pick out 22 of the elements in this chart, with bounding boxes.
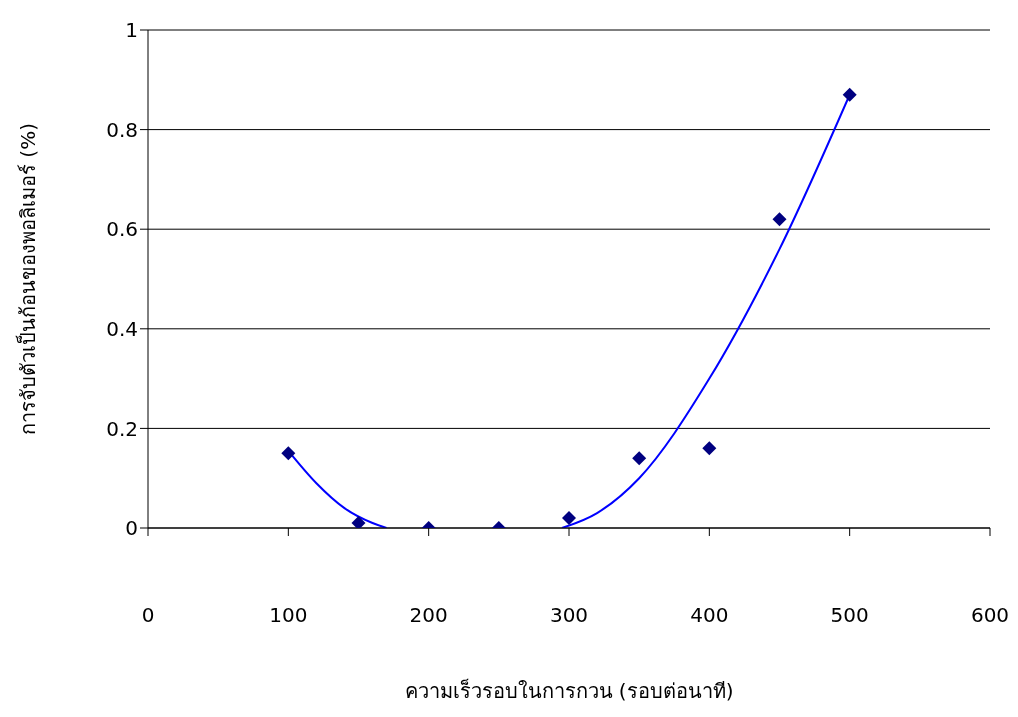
x-tick-label: 300 — [549, 603, 589, 628]
y-tick-label: 0 — [125, 516, 138, 541]
y-tick-label: 0.8 — [106, 117, 138, 142]
x-tick-label: 400 — [690, 603, 729, 628]
y-tick-label: 1 — [125, 18, 138, 43]
y-tick-label: 0.4 — [106, 316, 138, 341]
point — [562, 511, 576, 526]
y-axis-title: การจับตัวเป็นก้อนของพอลิเมอร์ (%) — [15, 123, 41, 435]
y-tick-label: 0.6 — [106, 217, 138, 242]
point — [702, 441, 717, 456]
x-axis-title: ความเร็วรอบในการกวน (รอบต่อนาที) — [404, 678, 734, 703]
point — [632, 451, 647, 466]
x-tick-label: 100 — [269, 603, 308, 628]
point — [351, 516, 366, 528]
x-tick-label: 600 — [970, 603, 1010, 628]
x-tick-label: 500 — [830, 603, 869, 628]
point — [842, 87, 857, 102]
point — [772, 212, 787, 227]
x-tick-label: 200 — [409, 603, 448, 628]
y-tick-label: 0.2 — [106, 416, 138, 441]
point — [281, 446, 296, 461]
x-tick-label: 0 — [141, 603, 155, 628]
